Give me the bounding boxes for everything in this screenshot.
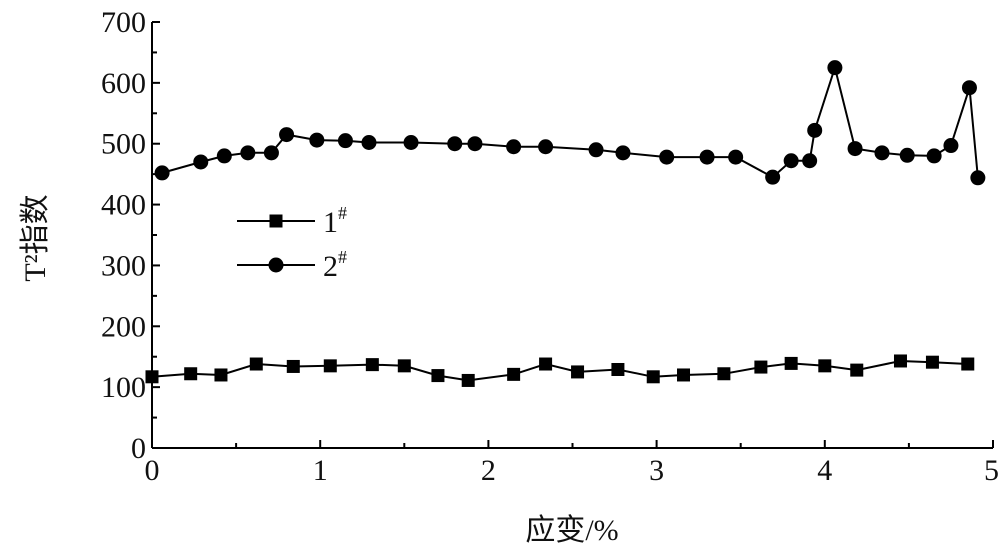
data-point-square: [507, 367, 521, 381]
data-point-square: [249, 357, 263, 371]
data-point-circle: [538, 139, 554, 155]
legend-label-2: 2#: [323, 247, 347, 283]
data-point-circle: [361, 134, 377, 150]
data-point-circle: [193, 154, 209, 170]
data-point-circle: [279, 127, 295, 143]
y-tick-label: 100: [101, 371, 146, 404]
data-point-square: [145, 370, 159, 384]
legend-label-1: 1#: [323, 203, 347, 239]
data-point-circle: [943, 138, 959, 154]
data-point-circle: [154, 165, 170, 181]
data-point-circle: [403, 134, 419, 150]
data-point-square: [461, 373, 475, 387]
data-point-circle: [216, 148, 232, 164]
data-point-square: [961, 357, 975, 371]
data-point-circle: [659, 149, 675, 165]
data-point-circle: [588, 142, 604, 158]
series-line-2: [161, 63, 979, 179]
data-point-circle: [615, 145, 631, 161]
data-point-circle: [961, 80, 977, 96]
data-point-square: [397, 359, 411, 373]
data-point-square: [818, 359, 832, 373]
data-point-square: [893, 354, 907, 368]
y-tick-label: 500: [101, 128, 146, 161]
x-tick-label: 4: [817, 454, 832, 487]
legend-marker-circle: [268, 257, 284, 273]
legend-label-main: 2: [323, 250, 338, 283]
x-tick-label: 5: [984, 454, 999, 487]
data-point-circle: [802, 153, 818, 169]
data-point-square: [571, 365, 585, 379]
data-point-square: [214, 368, 228, 382]
y-tick-label: 700: [101, 6, 146, 39]
data-point-circle: [827, 60, 843, 76]
data-point-circle: [240, 145, 256, 161]
data-point-circle: [447, 136, 463, 152]
data-point-square: [754, 360, 768, 374]
data-point-square: [539, 357, 553, 371]
data-point-square: [431, 369, 445, 383]
x-tick-label: 3: [649, 454, 664, 487]
data-point-square: [611, 362, 625, 376]
data-point-circle: [728, 149, 744, 165]
data-point-circle: [309, 132, 325, 148]
axes: [151, 22, 993, 449]
y-tick-label: 200: [101, 310, 146, 343]
legend-label-superscript: #: [338, 203, 347, 223]
data-point-circle: [807, 122, 823, 138]
data-point-circle: [874, 145, 890, 161]
data-point-square: [925, 355, 939, 369]
series-line-1: [151, 359, 968, 382]
y-tick-label: 300: [101, 249, 146, 282]
y-tick-label: 0: [131, 432, 146, 465]
data-point-circle: [506, 139, 522, 155]
legend-label-main: 1: [323, 206, 338, 239]
x-axis-title: 应变/%: [525, 514, 618, 547]
data-point-square: [717, 367, 731, 381]
x-tick-label: 2: [481, 454, 496, 487]
data-point-square: [286, 359, 300, 373]
data-point-circle: [765, 169, 781, 185]
data-point-square: [184, 367, 198, 381]
data-point-circle: [263, 145, 279, 161]
y-tick-label: 600: [101, 67, 146, 100]
data-point-square: [646, 370, 660, 384]
y-tick-label: 400: [101, 189, 146, 222]
legend-marker-square: [269, 214, 283, 228]
data-point-circle: [783, 153, 799, 169]
series-layer: [145, 60, 986, 387]
y-axis-title: T²指数: [19, 194, 52, 281]
data-point-square: [677, 368, 691, 382]
data-point-circle: [699, 149, 715, 165]
data-point-circle: [926, 148, 942, 164]
legend: 1#2#: [237, 203, 347, 283]
data-point-square: [365, 358, 379, 372]
data-point-circle: [467, 136, 483, 152]
data-point-square: [323, 359, 337, 373]
legend-label-superscript: #: [338, 247, 347, 267]
x-tick-label: 0: [145, 454, 160, 487]
data-point-circle: [899, 147, 915, 163]
data-point-square: [784, 356, 798, 370]
data-point-circle: [970, 170, 986, 186]
x-tick-label: 1: [313, 454, 328, 487]
data-point-square: [850, 363, 864, 377]
data-point-circle: [337, 133, 353, 149]
ticks: 0 100 200 300 400 500 600 700 0 1 2 3 4 5: [101, 6, 999, 487]
data-point-circle: [847, 141, 863, 157]
